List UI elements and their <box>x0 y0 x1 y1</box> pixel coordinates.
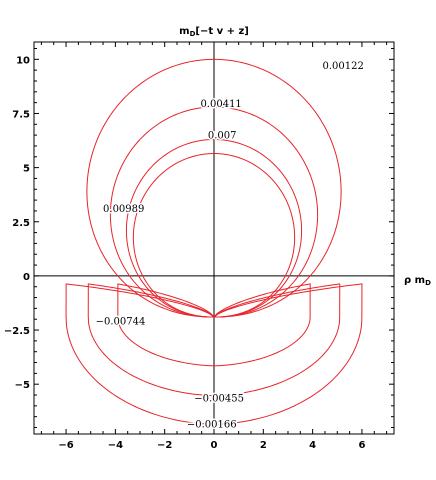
contour-labels: 0.00122 0.00411 0.007 0.00989 −0.00744 −0.004… <box>94 60 365 432</box>
x-axis-label-sub: D <box>425 279 431 287</box>
chart-title-rest: [−t v + z] <box>195 26 248 37</box>
contour-value-label: 0.00989 <box>103 204 144 215</box>
contour-value-label: −0.00744 <box>96 317 146 328</box>
upper-contour-line <box>132 153 296 318</box>
x-tick-label: 6 <box>358 440 365 451</box>
contour-value-label: 0.007 <box>208 130 237 141</box>
contour-value-label: 0.00411 <box>200 99 241 110</box>
axis-ticks: −6 −4 −2 0 2 4 6 −5 −2.5 0 2.5 5 7.5 10 <box>4 42 394 451</box>
upper-contour-line <box>125 138 303 318</box>
lower-contour-line <box>87 283 341 397</box>
x-tick-label: −6 <box>58 440 73 451</box>
y-tick-label: 0 <box>23 272 30 283</box>
x-tick-label: 0 <box>211 440 218 451</box>
y-tick-label: 5 <box>23 164 30 175</box>
contour-value-label: 0.00122 <box>322 61 363 72</box>
lower-contour-line <box>117 283 311 367</box>
y-tick-label: −2.5 <box>4 326 30 337</box>
y-tick-label: 7.5 <box>12 109 30 120</box>
lower-contour-line <box>65 283 363 425</box>
contour-value-label: −0.00166 <box>187 420 237 431</box>
chart-title: mD[−t v + z] <box>179 26 249 38</box>
y-tick-label: −5 <box>15 380 30 391</box>
chart-title-sub: D <box>190 30 196 38</box>
x-axis-label: ρ mD <box>404 275 431 287</box>
upper-contour-line <box>109 106 319 318</box>
y-tick-label: 2.5 <box>12 218 30 229</box>
x-axis-label-rho: ρ m <box>404 275 425 286</box>
upper-contour-line <box>86 58 342 318</box>
x-tick-label: −4 <box>108 440 123 451</box>
x-tick-label: 4 <box>309 440 316 451</box>
y-tick-label: 10 <box>16 55 30 66</box>
x-tick-label: −2 <box>157 440 172 451</box>
chart-title-m: m <box>179 26 189 37</box>
contour-lines <box>65 58 363 425</box>
contour-value-label: −0.00455 <box>194 394 244 405</box>
x-tick-label: 2 <box>260 440 267 451</box>
